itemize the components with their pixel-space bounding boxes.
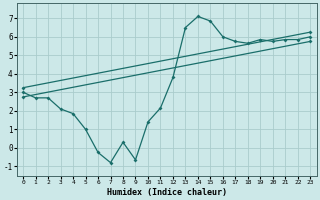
X-axis label: Humidex (Indice chaleur): Humidex (Indice chaleur): [107, 188, 227, 197]
